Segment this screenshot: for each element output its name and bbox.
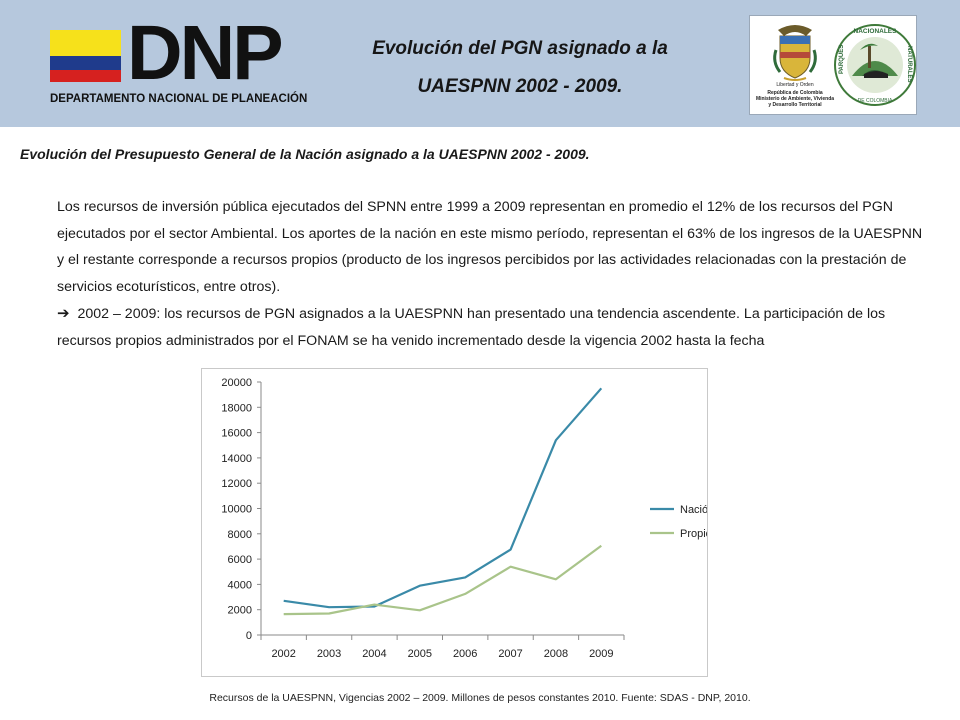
dnp-logo: DNP: [127, 10, 284, 96]
page-title-line1: Evolución del PGN asignado a la: [372, 38, 668, 59]
y-tick-label: 2000: [228, 605, 252, 617]
header-banner: DNP DEPARTAMENTO NACIONAL DE PLANEACIÓN …: [0, 0, 960, 127]
seal-motto: Libertad y Orden: [776, 82, 814, 88]
section-subtitle: Evolución del Presupuesto General de la …: [20, 146, 590, 162]
paragraph-1: Los recursos de inversión pública ejecut…: [57, 199, 923, 296]
y-tick-label: 14000: [221, 453, 252, 465]
seal-line1: República de Colombia: [767, 90, 823, 96]
x-tick-label: 2003: [317, 648, 341, 660]
y-tick-label: 8000: [228, 529, 252, 541]
x-tick-label: 2004: [362, 648, 386, 660]
page-title-line2: UAESPNN 2002 - 2009.: [417, 76, 623, 97]
x-tick-label: 2005: [408, 648, 432, 660]
chart-caption: Recursos de la UAESPNN, Vigencias 2002 –…: [209, 692, 751, 704]
x-tick-label: 2002: [271, 648, 295, 660]
legend-label: Propios: [680, 528, 707, 540]
paragraph-2-text: 2002 – 2009: los recursos de PGN asignad…: [57, 305, 886, 349]
legend-label: Nación: [680, 504, 707, 516]
svg-text:NATURALES: NATURALES: [906, 46, 912, 83]
y-tick-label: 18000: [221, 402, 252, 414]
seal-line2: Ministerio de Ambiente, Vivienda: [755, 96, 835, 102]
paragraph-2: ➔ 2002 – 2009: los recursos de PGN asign…: [57, 301, 932, 354]
y-tick-label: 12000: [221, 478, 252, 490]
x-tick-label: 2008: [544, 648, 568, 660]
page-title: Evolución del PGN asignado a la UAESPNN …: [300, 30, 740, 106]
series-line-nacion: [283, 387, 603, 609]
y-tick-label: 10000: [221, 504, 252, 516]
y-tick-label: 0: [246, 630, 252, 642]
x-tick-label: 2006: [453, 648, 477, 660]
seal-line3: y Desarrollo Territorial: [768, 102, 822, 108]
y-tick-label: 20000: [221, 377, 252, 389]
y-tick-label: 6000: [228, 554, 252, 566]
y-tick-label: 4000: [228, 579, 252, 591]
series-line-propios: [283, 544, 602, 616]
institution-logos: NACIONALES DE COLOMBIA PARQUES NATURALES…: [749, 15, 917, 115]
chart-svg: 0 2000 4000 6000 8000 10000 12000 14000 16000 180…: [221, 377, 707, 660]
coat-of-arms-icon: [773, 25, 817, 81]
x-tick-label: 2009: [589, 648, 613, 660]
svg-text:PARQUES: PARQUES: [839, 45, 845, 74]
svg-text:DE COLOMBIA: DE COLOMBIA: [858, 98, 893, 104]
parques-nacionales-logo-icon: NACIONALES DE COLOMBIA PARQUES NATURALES: [834, 24, 916, 106]
body-text: Los recursos de inversión pública ejecut…: [57, 194, 932, 354]
x-tick-label: 2007: [498, 648, 522, 660]
ministry-seal-text: Libertad y Orden República de Colombia M…: [752, 82, 838, 108]
line-chart: 0 2000 4000 6000 8000 10000 12000 14000 16000 180…: [201, 368, 708, 677]
colombia-flag-icon: [50, 30, 121, 82]
dnp-logo-subtitle: DEPARTAMENTO NACIONAL DE PLANEACIÓN: [50, 93, 308, 105]
svg-text:NACIONALES: NACIONALES: [854, 28, 898, 35]
y-tick-label: 16000: [221, 428, 252, 440]
arrow-right-icon: ➔: [57, 304, 70, 322]
